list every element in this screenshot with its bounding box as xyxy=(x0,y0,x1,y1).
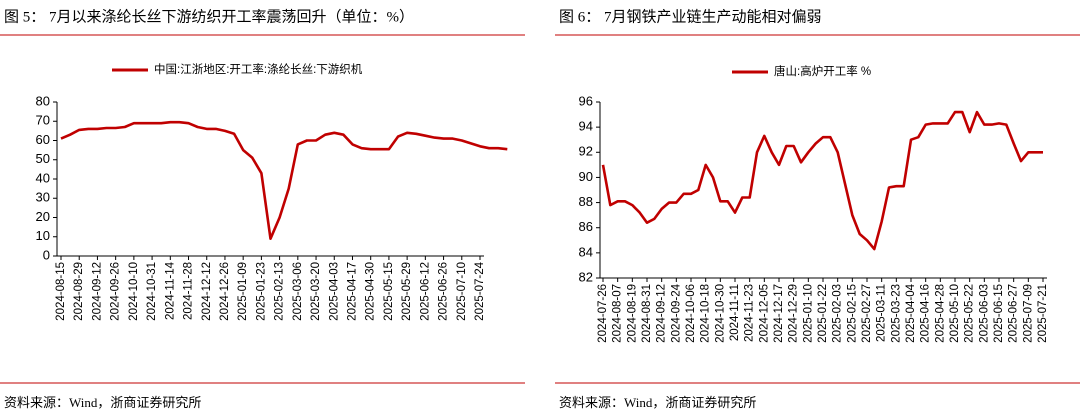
x-tick-label: 2025-02-15 xyxy=(846,284,858,343)
x-tick-label: 2025-02-27 xyxy=(861,284,873,343)
x-tick-label: 2025-05-29 xyxy=(401,262,413,321)
y-tick-label: 40 xyxy=(36,170,50,185)
x-tick-label: 2025-06-03 xyxy=(978,284,990,343)
x-tick-label: 2025-04-30 xyxy=(365,262,377,321)
y-tick-label: 20 xyxy=(36,209,50,224)
x-tick-label: 2024-10-30 xyxy=(714,284,726,343)
x-tick-label: 2025-06-27 xyxy=(1008,284,1020,343)
x-tick-label: 2025-06-12 xyxy=(419,262,431,321)
x-tick-label: 2024-11-14 xyxy=(164,261,176,320)
x-tick-label: 2025-04-28 xyxy=(934,284,946,343)
x-tick-label: 2025-04-03 xyxy=(328,262,340,321)
y-tick-label: 10 xyxy=(36,228,50,243)
x-tick-label: 2025-02-03 xyxy=(832,284,844,343)
x-tick-label: 2024-10-10 xyxy=(128,262,140,321)
source: 资料来源：Wind，浙商证券研究所 xyxy=(4,395,201,410)
x-tick-label: 2025-03-20 xyxy=(310,262,322,321)
x-tick-label: 2024-12-17 xyxy=(773,284,785,343)
y-tick-label: 94 xyxy=(579,119,593,134)
x-tick-label: 2025-07-21 xyxy=(1037,284,1049,343)
x-tick-label: 2024-11-11 xyxy=(729,284,741,341)
y-tick-label: 84 xyxy=(579,244,593,259)
x-tick-label: 2024-09-12 xyxy=(91,262,103,321)
y-tick-label: 70 xyxy=(36,113,50,128)
x-tick-label: 2025-05-10 xyxy=(949,284,961,343)
x-tick-label: 2025-05-22 xyxy=(964,284,976,343)
x-tick-label: 2024-09-24 xyxy=(670,283,682,342)
x-tick-label: 2024-08-19 xyxy=(626,284,638,343)
x-tick-label: 2024-12-26 xyxy=(219,262,231,321)
source: 资料来源：Wind，浙商证券研究所 xyxy=(559,395,756,410)
x-tick-label: 2024-10-18 xyxy=(700,284,712,343)
x-tick-label: 2024-11-23 xyxy=(744,284,756,342)
chart-title: 图 6： 7月钢铁产业链生产动能相对偏弱 xyxy=(559,8,822,25)
x-tick-label: 2024-09-12 xyxy=(656,284,668,343)
y-tick-label: 50 xyxy=(36,151,50,166)
data-line xyxy=(60,120,508,240)
x-tick-label: 2024-09-26 xyxy=(110,262,122,321)
y-tick-label: 60 xyxy=(36,132,50,147)
x-tick-label: 2025-07-10 xyxy=(456,262,468,321)
x-tick-label: 2025-03-06 xyxy=(292,262,304,321)
data-line xyxy=(601,110,1043,251)
x-tick-label: 2025-06-15 xyxy=(993,284,1005,343)
x-tick-label: 2024-12-05 xyxy=(758,284,770,343)
x-tick-label: 2025-01-09 xyxy=(237,262,249,321)
x-tick-label: 2024-08-07 xyxy=(612,284,624,343)
x-tick-label: 2025-04-16 xyxy=(920,284,932,343)
x-tick-label: 2025-04-17 xyxy=(347,262,359,321)
x-tick-label: 2024-12-29 xyxy=(788,284,800,343)
x-tick-label: 2024-10-06 xyxy=(685,284,697,343)
x-tick-label: 2025-03-11 xyxy=(876,284,888,342)
x-tick-label: 2025-03-23 xyxy=(890,284,902,343)
legend-label: 唐山:高炉开工率 % xyxy=(774,64,871,78)
x-tick-label: 2025-01-22 xyxy=(817,284,829,343)
x-tick-label: 2025-02-13 xyxy=(274,262,286,321)
x-tick-label: 2025-01-23 xyxy=(255,262,267,321)
x-tick-label: 2025-05-15 xyxy=(383,262,395,321)
y-tick-label: 96 xyxy=(579,93,593,108)
x-tick-label: 2025-06-26 xyxy=(438,262,450,321)
x-tick-label: 2025-04-04 xyxy=(905,283,917,342)
y-tick-label: 82 xyxy=(579,269,593,284)
y-tick-label: 90 xyxy=(579,169,593,184)
x-tick-label: 2024-08-29 xyxy=(73,262,85,321)
chart-title: 图 5： 7月以来涤纶长丝下游纺织开工率震荡回升（单位：%） xyxy=(4,8,414,25)
y-tick-label: 30 xyxy=(36,190,50,205)
y-tick-label: 80 xyxy=(36,93,50,108)
x-tick-label: 2024-07-26 xyxy=(597,284,609,343)
x-tick-label: 2025-01-10 xyxy=(802,284,814,343)
x-tick-label: 2024-11-28 xyxy=(183,262,195,320)
x-tick-label: 2024-08-15 xyxy=(55,262,67,321)
legend-label: 中国:江浙地区:开工率:涤纶长丝:下游织机 xyxy=(154,62,363,76)
x-tick-label: 2025-07-09 xyxy=(1022,284,1034,343)
x-tick-label: 2024-08-31 xyxy=(641,284,653,343)
x-tick-label: 2024-12-12 xyxy=(201,262,213,321)
x-tick-label: 2024-10-31 xyxy=(146,262,158,321)
x-tick-label: 2025-07-24 xyxy=(474,261,486,320)
y-tick-label: 92 xyxy=(579,144,593,159)
y-tick-label: 86 xyxy=(579,219,593,234)
y-tick-label: 0 xyxy=(43,247,50,262)
y-tick-label: 88 xyxy=(579,194,593,209)
